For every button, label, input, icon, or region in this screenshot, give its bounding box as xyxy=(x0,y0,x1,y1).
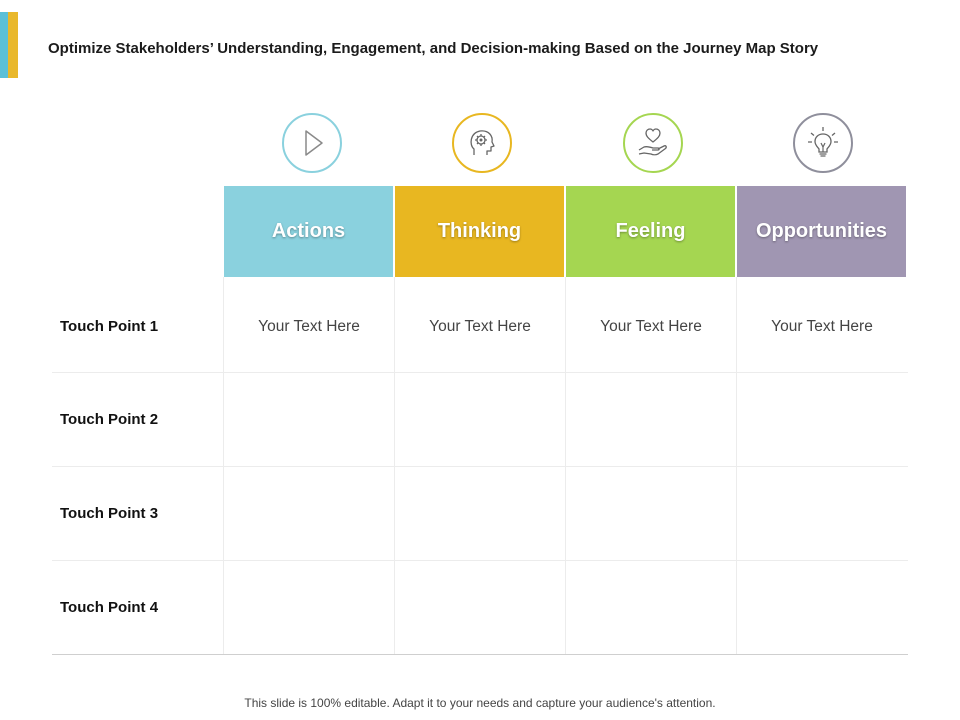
lightbulb-icon xyxy=(793,113,853,173)
head-gear-icon xyxy=(452,113,512,173)
cell-text[interactable]: Your Text Here xyxy=(429,318,531,335)
row-divider xyxy=(52,466,908,467)
row-divider xyxy=(52,372,908,373)
row-divider xyxy=(52,560,908,561)
column-header-opportunities: Opportunities xyxy=(737,186,906,277)
grid-line xyxy=(565,277,566,654)
footer-note: This slide is 100% editable. Adapt it to… xyxy=(244,696,716,710)
column-header-actions: Actions xyxy=(224,186,393,277)
table-bottom-border xyxy=(52,654,908,655)
cell-text[interactable]: Your Text Here xyxy=(600,318,702,335)
play-icon xyxy=(282,113,342,173)
grid-line xyxy=(394,277,395,654)
row-label-touch-point-2: Touch Point 2 xyxy=(60,411,159,428)
column-header-thinking: Thinking xyxy=(395,186,564,277)
accent-bar-blue xyxy=(0,12,8,78)
accent-bar-yellow xyxy=(8,12,18,78)
row-label-touch-point-4: Touch Point 4 xyxy=(60,599,159,616)
grid-line xyxy=(223,277,224,654)
cell-text[interactable]: Your Text Here xyxy=(771,318,873,335)
row-label-touch-point-1: Touch Point 1 xyxy=(60,318,159,335)
column-header-feeling: Feeling xyxy=(566,186,735,277)
cell-text[interactable]: Your Text Here xyxy=(258,318,360,335)
hand-heart-icon xyxy=(623,113,683,173)
slide-title: Optimize Stakeholders’ Understanding, En… xyxy=(48,40,819,57)
grid-line xyxy=(736,277,737,654)
row-label-touch-point-3: Touch Point 3 xyxy=(60,505,159,522)
